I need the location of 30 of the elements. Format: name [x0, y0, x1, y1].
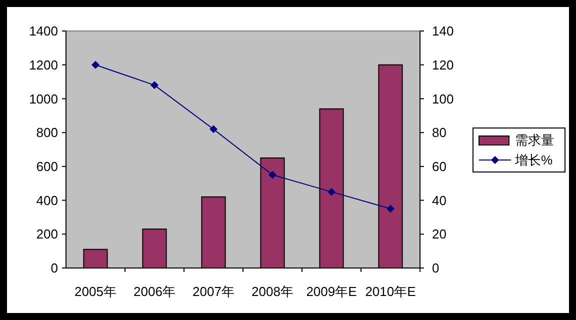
point	[210, 125, 218, 134]
y-tick-label: 0	[50, 260, 58, 276]
y-tick-label: 1200	[29, 57, 58, 72]
y-tick-label: 200	[36, 226, 58, 242]
x-tick-label: 2005年	[74, 284, 116, 299]
x-tick-label: 2007年	[192, 284, 234, 299]
y2-tick-label: 80	[432, 125, 446, 140]
x-tick-label: 2006年	[134, 284, 176, 299]
y2-tick-label: 120	[432, 57, 454, 72]
x-tick-label: 2010年E	[365, 284, 416, 299]
legend-label: 增长%	[514, 152, 553, 168]
y2-tick-label: 0	[432, 260, 440, 276]
y2-tick-label: 40	[432, 192, 446, 208]
point	[328, 188, 336, 196]
point	[92, 60, 100, 69]
y2-tick-label: 100	[432, 91, 454, 106]
y2-tick-label: 20	[432, 226, 446, 242]
point	[386, 204, 394, 213]
y-tick-label: 600	[36, 158, 58, 174]
point	[268, 170, 276, 179]
point	[150, 81, 158, 90]
x-tick-label: 2009年E	[306, 284, 358, 299]
x-tick-label: 2008年	[252, 284, 294, 299]
y2-tick-label: 60	[432, 158, 446, 174]
y-tick-label: 800	[36, 125, 58, 140]
legend-label: 需求量	[515, 132, 554, 148]
y2-tick-label: 140	[432, 24, 454, 39]
y-tick-label: 1400	[29, 24, 58, 39]
y-tick-label: 400	[36, 192, 58, 208]
y-tick-label: 1000	[29, 91, 58, 106]
